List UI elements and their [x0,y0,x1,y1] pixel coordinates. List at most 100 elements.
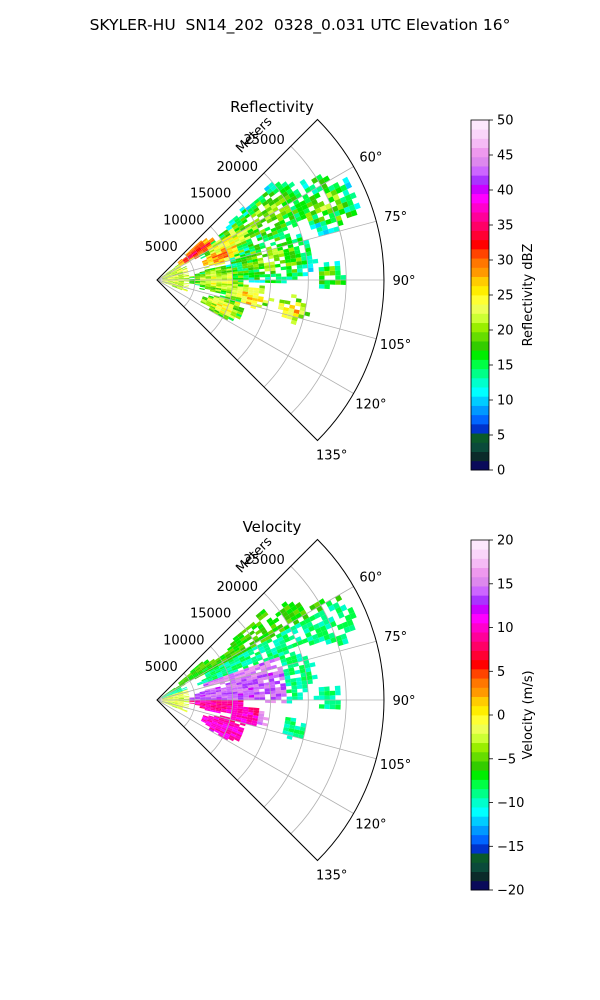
echo-cell [335,606,343,614]
echo-cell [284,675,291,680]
echo-cell [173,696,179,698]
colorbar-swatch [471,705,489,716]
echo-cell [306,255,313,261]
echo-cell [335,215,342,222]
echo-cell [215,658,222,664]
colorbar-swatch [471,193,489,204]
echo-cell [253,269,260,273]
echo-cell [176,268,182,272]
echo-cell [207,680,214,684]
echo-cell [281,693,287,697]
echo-cell [162,280,168,282]
echo-cell [277,184,284,191]
echo-cell [177,287,183,291]
echo-cell [200,697,206,699]
echo-cell [209,669,215,673]
echo-cell [251,673,257,678]
echo-cell [183,258,189,263]
echo-cell [234,238,240,243]
echo-cell [167,701,174,703]
echo-cell [272,206,279,213]
echo-cell [178,700,184,702]
echo-cell [161,275,167,278]
echo-cell [235,639,242,645]
echo-cell [218,731,225,737]
echo-cell [269,212,276,219]
echo-cell [297,268,303,273]
echo-cell [234,658,240,663]
echo-cell [301,680,308,685]
echo-cell [231,666,238,671]
echo-cell [255,612,262,619]
echo-cell [259,691,265,695]
echo-cell [230,259,236,263]
echo-cell [307,679,313,685]
echo-cell [238,306,245,311]
echo-cell [269,632,276,639]
echo-cell [172,704,178,707]
echo-cell [306,675,313,681]
echo-cell [173,702,179,704]
echo-cell [172,285,178,288]
echo-cell [205,282,211,285]
echo-cell [227,281,233,284]
echo-cell [324,203,332,210]
echo-cell [270,700,276,704]
echo-cell [167,701,174,703]
echo-cell [269,267,276,272]
echo-cell [237,268,243,272]
echo-cell [266,638,273,644]
echo-cell [300,252,307,258]
echo-cell [166,693,172,696]
echo-cell [167,280,174,282]
echo-cell [177,690,183,693]
echo-cell [262,722,268,727]
echo-cell [226,654,232,660]
echo-cell [297,272,303,277]
echo-cell [258,296,264,300]
echo-cell [291,685,298,690]
echo-cell [283,251,290,257]
echo-cell [203,659,209,664]
echo-cell [328,227,335,234]
echo-cell [275,645,282,651]
echo-cell [178,273,184,276]
echo-cell [324,623,332,630]
colorbar-swatch [471,396,489,406]
echo-cell [302,272,309,277]
echo-cell [340,633,348,640]
echo-cell [243,706,249,710]
figure-title: SKYLER-HU SN14_202 0328_0.031 UTC Elevat… [89,16,511,34]
echo-cell [258,260,264,264]
colorbar-swatch [471,742,489,753]
echo-cell [183,703,190,706]
angular-tick-label: 105° [380,338,411,353]
echo-cell [205,277,211,279]
echo-cell [212,719,219,724]
echo-cell [249,621,256,628]
echo-cell [215,707,222,711]
echo-cell [235,259,242,264]
echo-cell [178,275,184,278]
colorbar-swatch [471,267,489,277]
echo-cell [252,717,258,722]
echo-cell [224,296,231,300]
echo-cell [342,189,350,197]
echo-cell [197,670,204,675]
echo-cell [243,692,249,696]
echo-cell [218,311,225,317]
echo-cell [235,677,242,682]
echo-cell [324,704,330,710]
echo-cell [230,715,237,719]
echo-cell [173,701,179,703]
echo-cell [200,283,206,286]
echo-cell [162,698,168,700]
echo-cell [288,214,296,221]
echo-cell [206,720,212,725]
echo-cell [283,624,290,631]
echo-cell [225,292,232,296]
echo-cell [232,695,238,698]
echo-cell [232,669,239,673]
echo-cell [295,612,303,619]
echo-cell [216,281,222,284]
